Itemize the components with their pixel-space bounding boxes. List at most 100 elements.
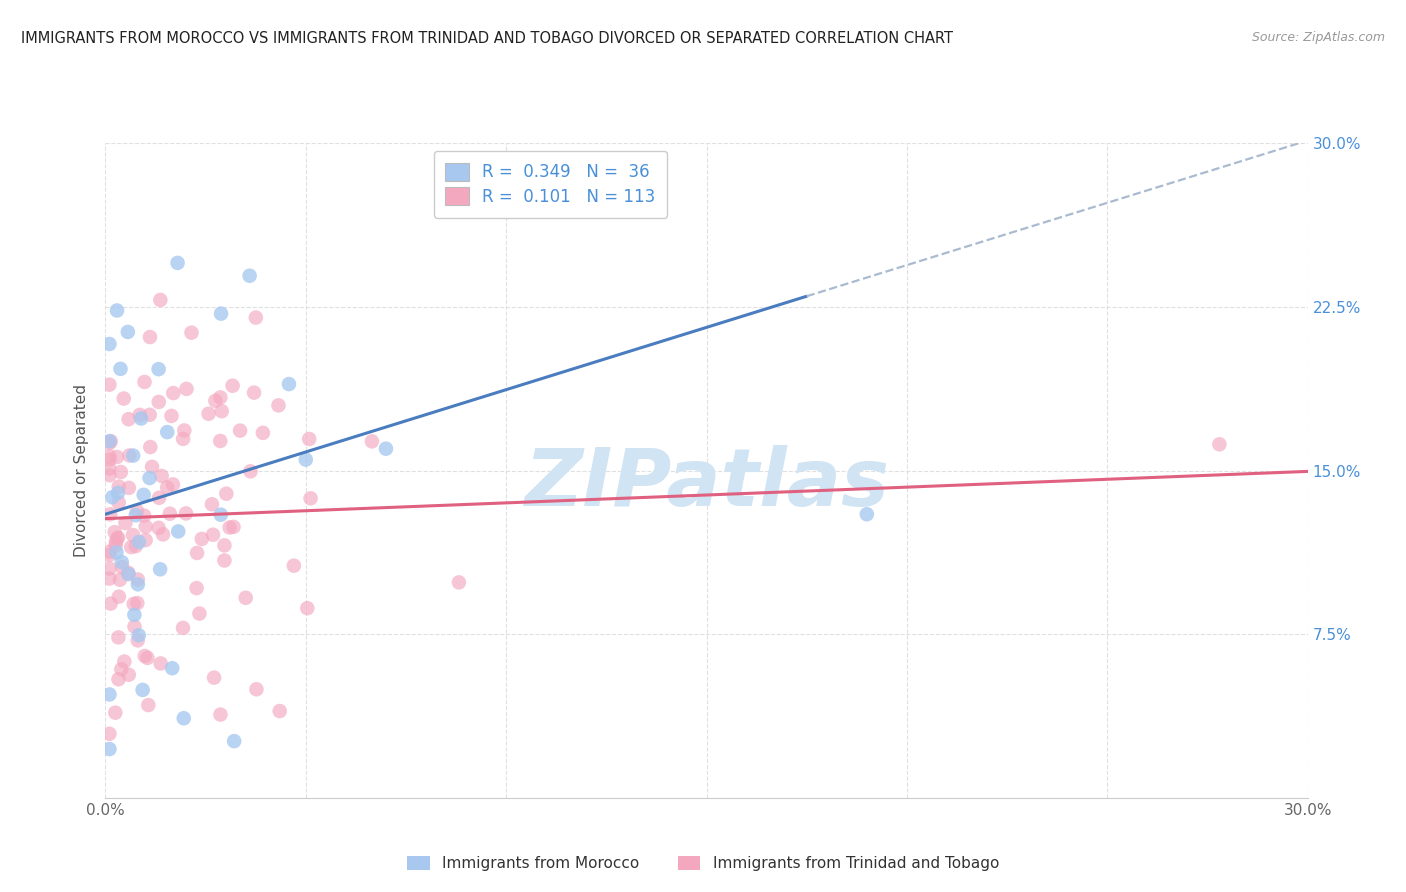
Point bbox=[98, 436, 121, 450]
Point bbox=[186, 581, 208, 595]
Point bbox=[104, 525, 127, 540]
Point bbox=[125, 504, 148, 518]
Point bbox=[98, 337, 121, 351]
Point bbox=[148, 395, 170, 409]
Point bbox=[202, 671, 225, 685]
Point bbox=[245, 310, 267, 325]
Point bbox=[114, 516, 136, 530]
Legend: R =  0.349   N =  36, R =  0.101   N = 113: R = 0.349 N = 36, R = 0.101 N = 113 bbox=[433, 151, 666, 218]
Point bbox=[299, 491, 322, 506]
Point bbox=[361, 434, 384, 449]
Point bbox=[107, 531, 129, 545]
Point bbox=[98, 548, 121, 562]
Point bbox=[447, 575, 470, 590]
Point bbox=[150, 469, 173, 483]
Point bbox=[229, 424, 252, 438]
Point bbox=[136, 651, 159, 665]
Y-axis label: Divorced or Separated: Divorced or Separated bbox=[75, 384, 90, 557]
Point bbox=[239, 464, 262, 478]
Point bbox=[156, 425, 179, 439]
Text: ZIPatlas: ZIPatlas bbox=[524, 444, 889, 523]
Point bbox=[148, 362, 170, 376]
Point bbox=[118, 449, 141, 463]
Point bbox=[110, 465, 132, 479]
Point bbox=[104, 706, 127, 720]
Point bbox=[201, 497, 224, 511]
Point bbox=[107, 672, 129, 686]
Point bbox=[108, 590, 131, 604]
Point bbox=[105, 545, 128, 559]
Point bbox=[235, 591, 257, 605]
Point bbox=[107, 486, 129, 500]
Point bbox=[131, 682, 153, 697]
Point bbox=[98, 727, 121, 741]
Point bbox=[224, 734, 246, 748]
Point bbox=[134, 648, 156, 663]
Point bbox=[98, 544, 121, 558]
Point bbox=[111, 560, 134, 574]
Point bbox=[110, 362, 132, 376]
Point bbox=[111, 555, 134, 569]
Point bbox=[125, 508, 148, 523]
Text: Source: ZipAtlas.com: Source: ZipAtlas.com bbox=[1251, 31, 1385, 45]
Point bbox=[267, 398, 290, 412]
Point bbox=[172, 621, 194, 635]
Point bbox=[136, 698, 159, 712]
Point bbox=[239, 268, 262, 283]
Text: IMMIGRANTS FROM MOROCCO VS IMMIGRANTS FROM TRINIDAD AND TOBAGO DIVORCED OR SEPAR: IMMIGRANTS FROM MOROCCO VS IMMIGRANTS FR… bbox=[21, 31, 953, 46]
Point bbox=[118, 667, 141, 681]
Point bbox=[100, 434, 122, 449]
Point bbox=[118, 481, 141, 495]
Point bbox=[98, 468, 121, 483]
Point bbox=[283, 558, 305, 573]
Point bbox=[138, 471, 160, 485]
Point bbox=[209, 508, 232, 522]
Point bbox=[120, 540, 142, 554]
Point bbox=[209, 391, 232, 405]
Point bbox=[211, 404, 233, 418]
Point bbox=[105, 303, 128, 318]
Point bbox=[117, 566, 139, 580]
Point bbox=[107, 480, 129, 494]
Point bbox=[159, 507, 181, 521]
Point bbox=[98, 508, 121, 522]
Point bbox=[128, 535, 150, 549]
Point bbox=[98, 572, 121, 586]
Point bbox=[98, 450, 121, 464]
Point bbox=[214, 553, 236, 567]
Point bbox=[214, 538, 236, 552]
Point bbox=[127, 596, 149, 610]
Point bbox=[117, 325, 139, 339]
Point bbox=[139, 440, 162, 454]
Point bbox=[160, 409, 183, 423]
Point bbox=[104, 535, 127, 549]
Point bbox=[98, 688, 121, 702]
Point bbox=[101, 490, 124, 504]
Point bbox=[134, 375, 156, 389]
Point bbox=[132, 508, 155, 523]
Point bbox=[191, 532, 214, 546]
Point bbox=[297, 601, 319, 615]
Point bbox=[105, 450, 128, 464]
Point bbox=[201, 527, 224, 541]
Point bbox=[128, 408, 150, 422]
Point bbox=[172, 432, 194, 446]
Legend: Immigrants from Morocco, Immigrants from Trinidad and Tobago: Immigrants from Morocco, Immigrants from… bbox=[401, 850, 1005, 877]
Point bbox=[98, 742, 121, 756]
Point bbox=[149, 562, 172, 576]
Point bbox=[127, 573, 149, 587]
Point bbox=[197, 407, 219, 421]
Point bbox=[252, 425, 274, 440]
Point bbox=[162, 386, 184, 401]
Point bbox=[245, 682, 267, 697]
Point bbox=[98, 561, 121, 575]
Point bbox=[167, 524, 190, 539]
Point bbox=[152, 527, 174, 541]
Point bbox=[218, 520, 240, 534]
Point bbox=[1208, 437, 1230, 451]
Point bbox=[162, 477, 184, 491]
Point bbox=[209, 434, 232, 448]
Point bbox=[188, 607, 211, 621]
Point bbox=[127, 633, 149, 648]
Point bbox=[176, 382, 198, 396]
